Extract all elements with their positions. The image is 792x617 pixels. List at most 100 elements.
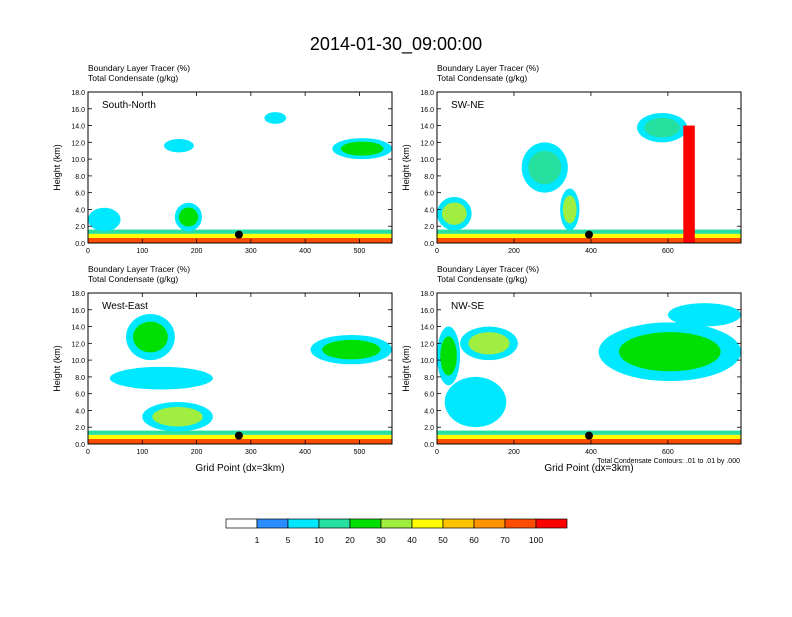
y-tick-label: 16.0 <box>420 308 434 315</box>
contour-footnote: Total Condensate Contours: .01 to .01 by… <box>597 458 740 465</box>
legend-swatch <box>287 518 320 529</box>
plot-frame <box>87 91 393 244</box>
legend-label: 20 <box>345 535 355 545</box>
y-tick-label: 8.0 <box>75 375 85 382</box>
panel-subtitle-condensate: Total Condensate (g/kg) <box>437 73 527 83</box>
legend-label: 30 <box>376 535 386 545</box>
tracer-field <box>88 112 392 243</box>
y-tick-label: 2.0 <box>75 425 85 432</box>
tracer-cloud-core <box>168 141 190 151</box>
y-tick-label: 0.0 <box>424 241 434 248</box>
y-tick-label: 6.0 <box>75 392 85 399</box>
tracer-layer <box>88 237 392 243</box>
x-tick-label: 400 <box>585 449 597 456</box>
x-tick-label: 200 <box>191 449 203 456</box>
tracer-layer <box>437 438 741 444</box>
x-tick-label: 400 <box>299 248 311 255</box>
x-tick-label: 0 <box>435 248 439 255</box>
y-tick-label: 4.0 <box>424 408 434 415</box>
legend-swatch <box>473 518 506 529</box>
legend-label: 5 <box>286 535 291 545</box>
y-tick-label: 4.0 <box>424 207 434 214</box>
plot-frame <box>436 292 742 445</box>
y-tick-label: 8.0 <box>424 375 434 382</box>
tracer-cloud-core <box>678 306 731 323</box>
legend-swatch <box>318 518 351 529</box>
legend-label: 40 <box>407 535 417 545</box>
y-axis-label: Height (km) <box>401 345 411 392</box>
legend-swatch <box>504 518 537 529</box>
x-tick-label: 0 <box>435 449 439 456</box>
location-marker <box>585 431 593 440</box>
tracer-cloud-core <box>92 211 116 228</box>
y-tick-label: 0.0 <box>424 442 434 449</box>
x-tick-label: 300 <box>245 248 257 255</box>
x-tick-label: 500 <box>354 449 366 456</box>
panel-subtitle-tracer: Boundary Layer Tracer (%) <box>437 63 539 73</box>
legend-label: 60 <box>469 535 479 545</box>
tracer-cloud-core <box>562 195 577 224</box>
x-tick-label: 400 <box>585 248 597 255</box>
y-tick-label: 2.0 <box>75 224 85 231</box>
legend-swatch <box>411 518 444 529</box>
y-tick-label: 18.0 <box>420 291 434 298</box>
tracer-cloud-core <box>178 207 199 227</box>
y-tick-label: 16.0 <box>71 308 85 315</box>
y-tick-label: 2.0 <box>424 425 434 432</box>
color-legend: 1 5 10 20 30 40 50 60 70 100 <box>225 518 568 545</box>
location-marker <box>234 431 243 440</box>
tracer-layer <box>683 125 695 243</box>
legend-label: 50 <box>438 535 448 545</box>
x-tick-label: 200 <box>508 248 520 255</box>
y-tick-label: 16.0 <box>420 107 434 114</box>
panel-label: South-North <box>102 100 156 111</box>
y-axis-label: Height (km) <box>401 144 411 191</box>
y-tick-label: 14.0 <box>420 325 434 332</box>
tracer-field <box>437 303 741 444</box>
panel-label: NW-SE <box>451 301 484 312</box>
y-tick-label: 12.0 <box>420 341 434 348</box>
y-tick-label: 6.0 <box>75 191 85 198</box>
y-tick-label: 12.0 <box>420 140 434 147</box>
legend-swatch <box>442 518 475 529</box>
tracer-layer <box>437 237 741 243</box>
tracer-cloud-core <box>441 202 467 225</box>
panel-nw-se: Boundary Layer Tracer (%)Total Condensat… <box>401 264 742 474</box>
x-tick-label: 200 <box>191 248 203 255</box>
y-tick-label: 10.0 <box>71 157 85 164</box>
legend-swatch <box>256 518 289 529</box>
y-tick-label: 10.0 <box>71 358 85 365</box>
tracer-cloud-core <box>132 321 168 353</box>
x-tick-label: 600 <box>662 449 674 456</box>
figure-title: 2014-01-30_09:00:00 <box>310 34 482 55</box>
tracer-cloud-core <box>124 370 199 386</box>
plot-frame <box>87 292 393 445</box>
panel-subtitle-condensate: Total Condensate (g/kg) <box>437 274 527 284</box>
y-tick-label: 0.0 <box>75 241 85 248</box>
panel-subtitle-tracer: Boundary Layer Tracer (%) <box>88 63 190 73</box>
tracer-cloud-core <box>322 339 381 360</box>
legend-label: 100 <box>529 535 543 545</box>
x-tick-label: 100 <box>136 449 148 456</box>
panel-subtitle-condensate: Total Condensate (g/kg) <box>88 73 178 83</box>
legend-label: 70 <box>500 535 510 545</box>
legend-label: 10 <box>314 535 324 545</box>
y-tick-label: 2.0 <box>424 224 434 231</box>
y-tick-label: 12.0 <box>71 341 85 348</box>
tracer-field <box>88 313 392 444</box>
tracer-cloud-core <box>468 332 510 355</box>
y-tick-label: 18.0 <box>71 90 85 97</box>
x-tick-label: 0 <box>86 248 90 255</box>
x-tick-label: 300 <box>245 449 257 456</box>
panel-sw-ne: Boundary Layer Tracer (%)Total Condensat… <box>401 63 742 255</box>
y-tick-label: 14.0 <box>420 124 434 131</box>
y-tick-label: 10.0 <box>420 358 434 365</box>
location-marker <box>585 230 593 239</box>
legend-label: 1 <box>255 535 260 545</box>
tracer-cloud-core <box>644 117 680 138</box>
location-marker <box>234 230 243 239</box>
panel-south-north: Boundary Layer Tracer (%)Total Condensat… <box>52 63 393 255</box>
y-tick-label: 14.0 <box>71 124 85 131</box>
y-tick-label: 8.0 <box>75 174 85 181</box>
